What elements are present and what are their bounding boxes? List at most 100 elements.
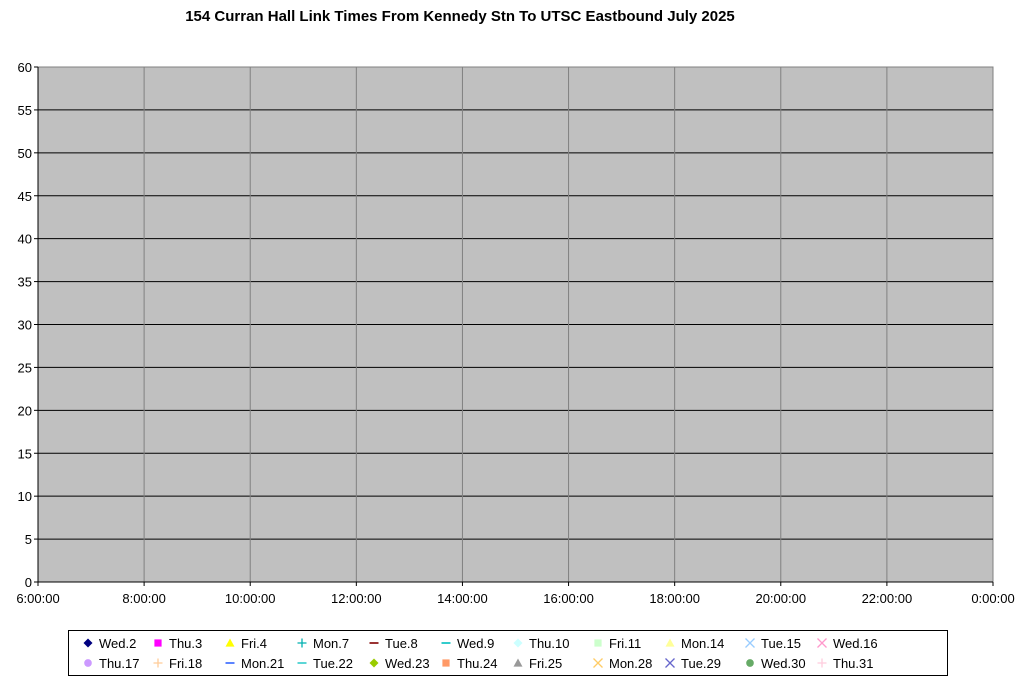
- legend-item: Tue.15: [743, 634, 801, 652]
- x-tick-label: 8:00:00: [122, 591, 165, 606]
- y-tick-label: 40: [18, 232, 32, 247]
- y-tick-label: 15: [18, 446, 32, 461]
- legend-marker: [745, 638, 755, 648]
- legend-label: Tue.22: [313, 655, 353, 671]
- legend-label: Mon.21: [241, 655, 285, 671]
- legend-label: Wed.2: [99, 635, 137, 651]
- legend-marker-icon: [442, 659, 450, 667]
- legend-item: Fri.25: [511, 654, 562, 672]
- legend-marker-icon: [513, 658, 523, 667]
- legend-marker: [369, 658, 379, 668]
- legend-label: Fri.11: [609, 635, 642, 651]
- legend-label: Mon.7: [313, 635, 350, 651]
- legend-item: Wed.2: [81, 634, 136, 652]
- y-tick-label: 45: [18, 189, 32, 204]
- y-tick-label: 0: [25, 575, 32, 590]
- legend-marker: [225, 638, 235, 647]
- legend-marker-icon: [746, 659, 754, 667]
- y-tick-label: 5: [25, 532, 32, 547]
- legend-marker-icon: [153, 658, 163, 668]
- y-tick-label: 50: [18, 146, 32, 161]
- legend-marker: [665, 658, 675, 668]
- legend-marker-icon: [441, 642, 451, 644]
- legend-marker-icon: [594, 639, 602, 647]
- legend-item: Wed.16: [815, 634, 878, 652]
- y-tick-label: 25: [18, 360, 32, 375]
- legend: Wed.2 Thu.3 Fri.4 Mon.7 Tue.8 Wed.9 Thu.10 Fri.…: [68, 630, 948, 676]
- legend-marker-icon: [297, 662, 307, 664]
- legend-label: Wed.16: [833, 635, 878, 651]
- legend-label: Wed.23: [385, 655, 430, 671]
- legend-label: Mon.14: [681, 635, 725, 651]
- legend-marker: [513, 658, 523, 667]
- legend-label: Thu.3: [169, 635, 203, 651]
- legend-item: Thu.31: [815, 654, 873, 672]
- x-tick-label: 16:00:00: [543, 591, 594, 606]
- legend-item: Tue.22: [295, 654, 353, 672]
- legend-item: Wed.23: [367, 654, 430, 672]
- x-tick-label: 10:00:00: [225, 591, 276, 606]
- legend-label: Thu.17: [99, 655, 140, 671]
- legend-marker-icon: [154, 639, 162, 647]
- legend-marker: [84, 659, 92, 667]
- legend-marker-icon: [513, 638, 523, 648]
- legend-marker-icon: [84, 659, 92, 667]
- y-tick-label: 55: [18, 103, 32, 118]
- legend-marker-icon: [369, 642, 379, 644]
- legend-item: Fri.11: [591, 634, 641, 652]
- x-tick-label: 14:00:00: [437, 591, 488, 606]
- legend-label: Thu.31: [833, 655, 874, 671]
- legend-item: Fri.18: [151, 654, 202, 672]
- legend-label: Tue.29: [681, 655, 721, 671]
- legend-marker: [594, 639, 602, 647]
- legend-marker-icon: [665, 638, 675, 647]
- legend-label: Tue.15: [761, 635, 801, 651]
- legend-item: Tue.8: [367, 634, 418, 652]
- legend-item: Mon.21: [223, 654, 284, 672]
- y-tick-label: 10: [18, 489, 32, 504]
- legend-marker-icon: [83, 638, 93, 648]
- legend-marker-icon: [817, 658, 827, 668]
- legend-marker: [297, 638, 307, 648]
- legend-marker-icon: [745, 638, 755, 648]
- x-tick-label: 6:00:00: [16, 591, 59, 606]
- legend-marker: [817, 638, 827, 648]
- legend-marker-icon: [297, 638, 307, 648]
- y-tick-label: 30: [18, 318, 32, 333]
- legend-marker-icon: [817, 638, 827, 648]
- legend-label: Fri.18: [169, 655, 203, 671]
- chart-title: 154 Curran Hall Link Times From Kennedy …: [185, 8, 735, 25]
- legend-marker-icon: [665, 658, 675, 668]
- legend-label: Mon.28: [609, 655, 653, 671]
- y-tick-label: 20: [18, 403, 32, 418]
- legend-marker: [746, 659, 754, 667]
- y-tick-label: 35: [18, 275, 32, 290]
- legend-marker: [154, 639, 162, 647]
- legend-item: Thu.24: [439, 654, 497, 672]
- legend-item: Mon.14: [663, 634, 724, 652]
- legend-item: Wed.30: [743, 654, 806, 672]
- legend-label: Wed.30: [761, 655, 806, 671]
- x-tick-label: 12:00:00: [331, 591, 382, 606]
- legend-marker: [513, 638, 523, 648]
- legend-marker-icon: [593, 658, 603, 668]
- legend-item: Thu.17: [81, 654, 139, 672]
- legend-marker: [83, 638, 93, 648]
- legend-item: Mon.7: [295, 634, 349, 652]
- x-tick-label: 0:00:00: [971, 591, 1014, 606]
- legend-marker-icon: [369, 658, 379, 668]
- legend-label: Wed.9: [457, 635, 495, 651]
- axis-ticks: 0 5 10 15 20 25 30 35 40 45 50 55 60 6:00:00 8:00:00 10…: [16, 60, 1014, 606]
- x-tick-label: 22:00:00: [862, 591, 913, 606]
- legend-marker: [593, 658, 603, 668]
- legend-item: Thu.10: [511, 634, 569, 652]
- x-tick-label: 18:00:00: [649, 591, 700, 606]
- legend-item: Thu.3: [151, 634, 202, 652]
- legend-marker-icon: [225, 662, 235, 664]
- legend-label: Fri.4: [241, 635, 267, 651]
- legend-item: Fri.4: [223, 634, 267, 652]
- legend-item: Tue.29: [663, 654, 721, 672]
- legend-label: Fri.25: [529, 655, 563, 671]
- y-tick-label: 60: [18, 60, 32, 75]
